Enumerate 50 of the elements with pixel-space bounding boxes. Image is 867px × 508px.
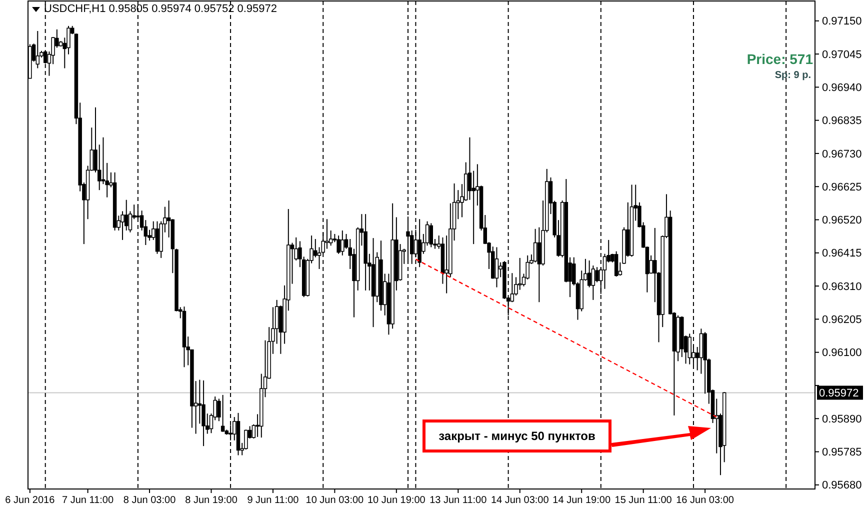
y-tick-label: 0.95890: [822, 413, 862, 426]
candlestick: [155, 220, 160, 254]
candlestick: [418, 218, 422, 268]
y-tick-label: 0.95680: [822, 480, 862, 492]
candlestick: [614, 250, 618, 278]
x-tick-label: 6 Jun 2016: [5, 495, 56, 506]
annotation: закрыт - минус 50 пунктов: [438, 429, 596, 444]
candlestick: [533, 228, 538, 263]
y-tick-label: 0.96205: [822, 314, 862, 326]
y-tick-label: 0.96310: [822, 280, 862, 293]
candlestick: [36, 30, 40, 69]
x-tick-label: 10 Jun 19:00: [368, 495, 426, 506]
x-tick-label: 14 Jun 03:00: [490, 495, 550, 506]
y-tick-label: 0.97150: [822, 16, 862, 28]
y-tick-label: 0.96940: [822, 82, 862, 94]
candlestick: [595, 266, 599, 283]
x-tick-label: 9 Jun 11:00: [247, 495, 300, 506]
y-tick-label: 0.97045: [822, 48, 862, 61]
y-tick-label: 0.95785: [822, 446, 862, 459]
y-tick-label: 0.96835: [822, 115, 862, 128]
candlestick: [494, 246, 499, 288]
candlestick: [406, 216, 410, 261]
candlestick: [325, 218, 329, 250]
x-tick-label: 8 Jun 19:00: [185, 495, 238, 506]
x-tick-label: 15 Jun 11:00: [614, 495, 672, 506]
x-tick-label: 16 Jun 03:00: [676, 495, 734, 506]
x-tick-label: 8 Jun 03:00: [123, 495, 176, 506]
x-tick-label: 13 Jun 11:00: [430, 495, 488, 506]
x-tick-label: 14 Jun 19:00: [552, 495, 611, 506]
candlestick: [587, 260, 592, 288]
candlestick: [340, 230, 344, 256]
x-tick-label: 10 Jun 03:00: [306, 495, 364, 506]
candlestick: [202, 380, 206, 447]
y-tick-label: 0.96730: [822, 148, 862, 160]
y-tick-label: 0.96415: [822, 248, 862, 260]
y-tick-label: 0.96100: [822, 347, 862, 360]
candlestick: [120, 210, 124, 240]
candlestick: [228, 424, 232, 441]
y-tick-label: 0.96625: [822, 181, 862, 194]
ref-line-label: 0.95972: [819, 388, 859, 400]
y-tick-label: 0.96520: [822, 214, 862, 227]
candlestick: [688, 333, 692, 365]
candlestick: [699, 328, 704, 374]
annotation: Price: 571: [746, 51, 814, 67]
candlestick: [429, 222, 434, 248]
candlestick: [537, 226, 542, 303]
x-tick-label: 7 Jun 11:00: [62, 495, 114, 506]
annotation: Sp: 9 p.: [774, 70, 812, 81]
candlestick: [220, 394, 225, 432]
chart-title: USDCHF,H1 0.95805 0.95974 0.95752 0.95972: [44, 3, 278, 15]
